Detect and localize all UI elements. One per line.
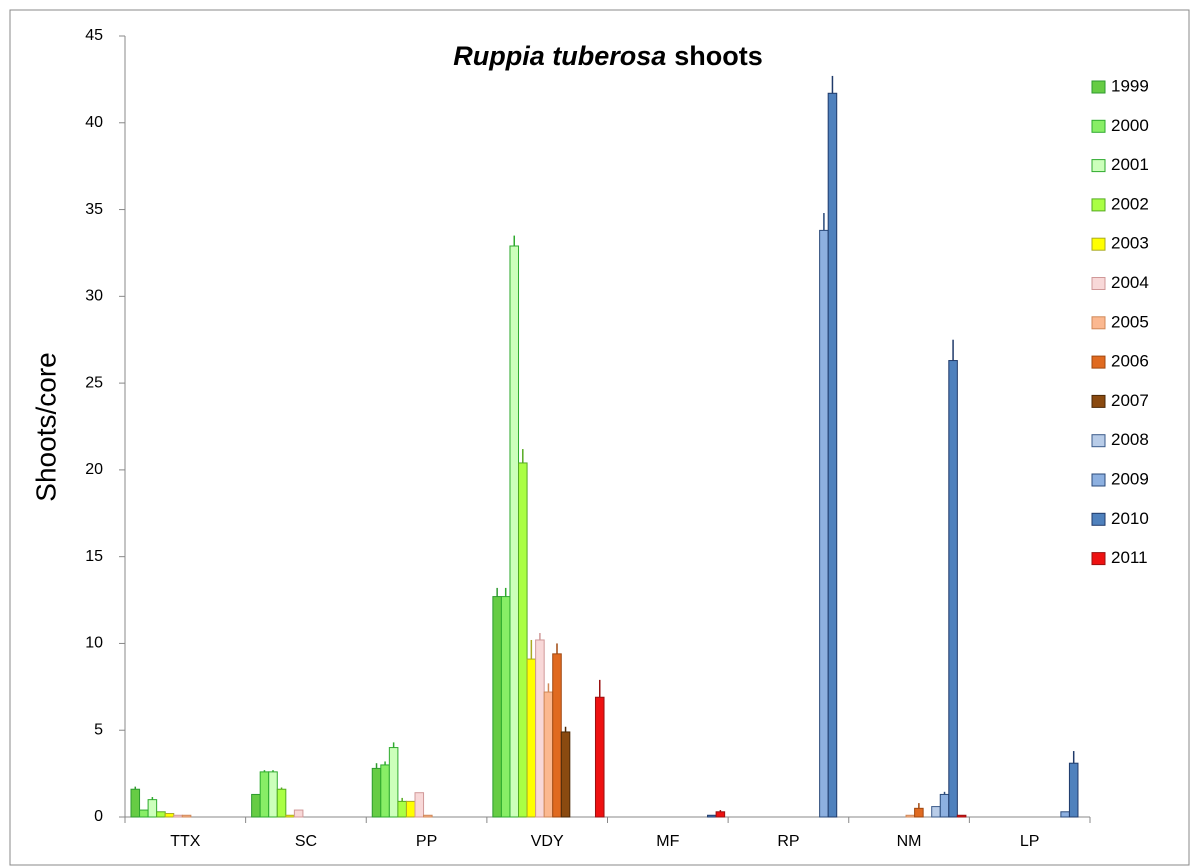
y-tick-label: 40 [85, 114, 103, 131]
title-species: Ruppia tuberosa [453, 41, 666, 71]
legend-label: 1999 [1111, 76, 1149, 95]
bar [130, 788, 141, 818]
bar [914, 807, 924, 818]
bar [552, 653, 562, 818]
legend-label: 2000 [1111, 116, 1149, 135]
bar [293, 809, 304, 818]
x-tick-label: MF [656, 833, 679, 850]
bar [1060, 811, 1070, 818]
bar [164, 813, 175, 818]
legend-label: 2001 [1111, 155, 1149, 174]
bar [594, 696, 605, 818]
legend-swatch [1091, 552, 1106, 566]
y-tick-label: 10 [85, 635, 103, 652]
bar [388, 747, 399, 818]
bar [543, 691, 554, 818]
x-tick-label: TTX [170, 833, 201, 850]
bar [526, 658, 537, 818]
legend-label: 2005 [1111, 312, 1149, 331]
x-tick-label: PP [416, 833, 437, 850]
legend-swatch [1091, 512, 1106, 526]
bar [715, 811, 726, 818]
legend-label: 2006 [1111, 352, 1149, 371]
chart-title: Ruppia tuberosa shoots [453, 41, 763, 71]
legend-swatch [1091, 394, 1106, 408]
legend-swatch [1091, 473, 1106, 487]
bar [380, 764, 390, 818]
bar [827, 92, 838, 818]
x-tick-label: LP [1020, 833, 1040, 850]
legend-label: 2009 [1111, 469, 1149, 488]
bar [276, 788, 287, 818]
bar [535, 639, 545, 818]
y-tick-label: 20 [85, 461, 103, 478]
y-tick-label: 25 [85, 374, 103, 391]
y-tick-label: 0 [94, 808, 103, 825]
x-tick-label: SC [295, 833, 317, 850]
bar [931, 806, 941, 818]
bar [405, 800, 416, 818]
legend-label: 2008 [1111, 430, 1149, 449]
bar [500, 596, 511, 818]
legend-swatch [1091, 237, 1106, 251]
bar [1068, 762, 1079, 818]
bar [285, 814, 295, 818]
bar [147, 799, 158, 818]
legend-swatch [1091, 159, 1106, 173]
legend-label: 2011 [1111, 548, 1148, 567]
legend-swatch [1091, 434, 1106, 448]
legend-swatch [1091, 198, 1106, 212]
bar [948, 360, 958, 818]
bar [707, 814, 717, 818]
bar [371, 767, 382, 818]
bar [819, 229, 829, 818]
bar [939, 793, 950, 818]
legend-swatch [1091, 80, 1106, 94]
legend-label: 2010 [1111, 509, 1149, 528]
y-tick-label: 5 [94, 721, 103, 738]
x-tick-label: VDY [531, 833, 564, 850]
legend-label: 2007 [1111, 391, 1149, 410]
bar [156, 811, 166, 818]
y-tick-label: 15 [85, 548, 103, 565]
bar [518, 462, 528, 818]
legend-swatch [1091, 316, 1106, 330]
y-tick-label: 45 [85, 27, 103, 44]
y-tick-label: 35 [85, 201, 103, 218]
x-tick-label: RP [777, 833, 799, 850]
x-tick-label: NM [897, 833, 922, 850]
legend-label: 2004 [1111, 273, 1149, 292]
y-tick-label: 30 [85, 288, 103, 305]
legend-swatch [1091, 277, 1106, 290]
bar [423, 814, 433, 818]
bar [397, 800, 407, 818]
title-rest: shoots [674, 41, 763, 71]
bar [414, 792, 425, 818]
legend-label: 2002 [1111, 194, 1149, 213]
bar [259, 771, 270, 818]
bar [251, 793, 261, 818]
bar [956, 814, 967, 818]
bar [905, 814, 916, 818]
bar [268, 771, 278, 818]
bar [181, 814, 192, 818]
bar [492, 596, 502, 818]
bar [139, 809, 149, 818]
legend-swatch [1091, 355, 1106, 369]
bar [509, 245, 520, 818]
bar [173, 814, 183, 818]
legend-swatch [1091, 119, 1106, 133]
bar [560, 731, 571, 818]
y-axis-label: Shoots/core [30, 352, 61, 501]
legend-label: 2003 [1111, 234, 1149, 253]
